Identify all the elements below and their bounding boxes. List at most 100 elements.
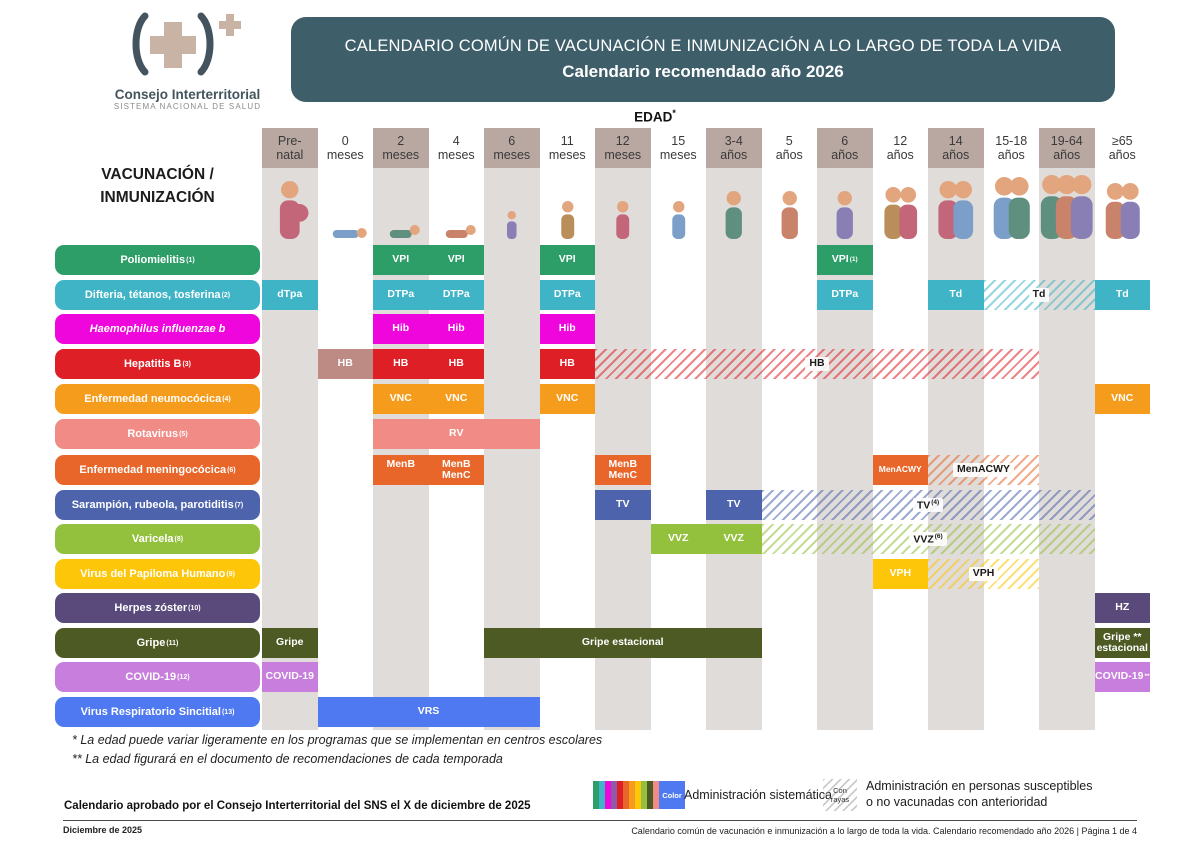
vaccine-cell: Gripe xyxy=(262,628,318,658)
legend-stripe xyxy=(647,781,653,809)
legend-stripe xyxy=(617,781,623,809)
vaccine-row-label: Difteria, tétanos, tosferina (2) xyxy=(55,280,260,310)
vaccine-row-label: Virus Respiratorio Sincitial (13) xyxy=(55,697,260,727)
vaccine-cell: TV xyxy=(706,490,762,520)
age-column-header: 5 años xyxy=(775,134,803,162)
legend-stripe xyxy=(593,781,599,809)
legend-susceptible-label: Administración en personas susceptibles … xyxy=(866,779,1093,809)
legend-color-swatch: Color xyxy=(593,781,685,809)
toddler-icon xyxy=(616,201,630,239)
vaccine-cell: TV xyxy=(595,490,651,520)
vaccine-cell-hatched: HB xyxy=(595,349,1039,379)
age-column-header: 19-64 años xyxy=(1039,128,1095,168)
toddler-icon xyxy=(560,201,574,239)
legend-stripe xyxy=(611,781,617,809)
vaccine-cell: MenB MenC xyxy=(595,455,651,485)
vaccine-cell-hatched: TV(4) xyxy=(761,490,1095,520)
footer-date: Diciembre de 2025 xyxy=(63,825,143,835)
vaccine-cell: HB xyxy=(539,349,595,379)
age-column-header: 0 meses xyxy=(326,134,364,162)
vaccine-row-label: Virus del Papiloma Humano (9) xyxy=(55,559,260,589)
vaccine-row-label: Herpes zóster (10) xyxy=(55,593,260,623)
footnote-age-season: ** La edad figurará en el documento de r… xyxy=(72,752,503,766)
child-icon xyxy=(781,191,798,239)
cross-logo-icon xyxy=(132,12,241,76)
legend-stripe xyxy=(599,781,605,809)
vaccine-row-label: Gripe (11) xyxy=(55,628,260,658)
age-column-header: 2 meses xyxy=(373,128,429,168)
vaccine-cell: COVID-19 xyxy=(262,662,318,692)
hatched-cell-label: Td xyxy=(1028,288,1050,302)
vaccine-cell: HB HB xyxy=(373,349,484,379)
vaccine-row-label: Rotavirus (5) xyxy=(55,419,260,449)
teens-icon xyxy=(938,181,974,239)
vaccine-row-label: Sarampión, rubeola, parotiditis (7) xyxy=(55,490,260,520)
vaccine-row-label: Enfermedad neumocócica (4) xyxy=(55,384,260,414)
age-axis-label: EDAD* xyxy=(634,108,676,125)
logo-org-name: Consejo Interterritorial xyxy=(114,87,261,102)
legend-color-box: Color xyxy=(659,781,685,809)
age-column-header: 4 meses xyxy=(437,134,475,162)
age-column-header: 14 años xyxy=(928,128,984,168)
hatched-cell-label: HB xyxy=(805,357,829,371)
vaccine-cell-hatched: Td xyxy=(983,280,1095,310)
vaccine-row-label: Haemophilus influenzae b xyxy=(55,314,260,344)
title-bar: CALENDARIO COMÚN DE VACUNACIÓN E INMUNIZ… xyxy=(291,17,1115,102)
vaccine-row-label: Varicela (8) xyxy=(55,524,260,554)
vaccine-cell-hatched: VPH xyxy=(928,559,1039,589)
crawling-baby-icon xyxy=(389,225,420,238)
vaccine-cell: Td xyxy=(928,280,984,310)
adults-icon xyxy=(1040,175,1093,239)
vaccine-cell: VNC xyxy=(539,384,595,414)
toddler-icon xyxy=(671,201,685,239)
vaccine-row-label: Hepatitis B (3) xyxy=(55,349,260,379)
preteens-icon xyxy=(883,187,917,239)
approval-note: Calendario aprobado por el Consejo Inter… xyxy=(64,800,531,812)
vaccine-cell: MenACWY xyxy=(872,455,928,485)
hatched-cell-label: VPH xyxy=(968,567,999,581)
age-axis-asterisk: * xyxy=(672,108,676,118)
vaccine-cell: VPH xyxy=(872,559,928,589)
vaccine-cell: VPI (1) xyxy=(817,245,873,275)
elderly-couple-icon xyxy=(1105,183,1140,239)
footer-divider xyxy=(63,820,1137,821)
age-column-header: 15 meses xyxy=(659,134,697,162)
hatched-cell-label: TV(4) xyxy=(912,497,944,513)
vaccine-row-label: Enfermedad meningocócica (6) xyxy=(55,455,260,485)
vaccine-cell: MenB MenB MenC xyxy=(373,455,484,485)
vaccine-cell: HB xyxy=(317,349,373,379)
footnote-age-varies: * La edad puede variar ligeramente en lo… xyxy=(72,733,603,747)
vaccine-cell: RV xyxy=(373,419,540,449)
vaccine-cell: Gripe ** estacional xyxy=(1094,628,1150,658)
vaccination-axis-label: VACUNACIÓN / INMUNIZACIÓN xyxy=(100,166,215,207)
footer-pagination: Calendario común de vacunación e inmuniz… xyxy=(631,826,1137,836)
age-column-header: 11 meses xyxy=(548,134,586,162)
age-column-header: 12 años xyxy=(886,134,914,162)
age-column-band xyxy=(928,168,984,730)
age-column-header: 12 meses xyxy=(595,128,651,168)
sns-logo: Consejo Interterritorial SISTEMA NACIONA… xyxy=(100,12,275,112)
vaccine-cell: Td xyxy=(1094,280,1150,310)
vaccine-cell: VVZ VVZ xyxy=(650,524,762,554)
age-column-header: 3-4 años xyxy=(706,128,762,168)
pregnant-woman-icon xyxy=(279,181,309,239)
vaccine-cell: VPI VPI xyxy=(373,245,484,275)
vaccine-cell: HZ xyxy=(1094,593,1150,623)
legend-stripe xyxy=(629,781,635,809)
hatched-cell-label: VVZ(6) xyxy=(909,531,947,547)
legend-stripe xyxy=(641,781,647,809)
newborn-icon xyxy=(332,228,367,238)
vaccine-row-label: Poliomielitis (1) xyxy=(55,245,260,275)
hatched-cell-label: MenACWY xyxy=(952,463,1015,477)
child-icon xyxy=(725,191,742,239)
logo-sub-name: SISTEMA NACIONAL DE SALUD xyxy=(113,102,262,111)
vaccine-cell: DTPa xyxy=(817,280,873,310)
legend-stripe xyxy=(635,781,641,809)
sitting-baby-icon xyxy=(506,211,517,239)
age-column-band xyxy=(1039,168,1095,730)
page-title: CALENDARIO COMÚN DE VACUNACIÓN E INMUNIZ… xyxy=(344,37,1062,55)
child-icon xyxy=(836,191,853,239)
young-adults-icon xyxy=(993,177,1030,239)
legend-systematic-label: Administración sistemática xyxy=(684,788,832,802)
